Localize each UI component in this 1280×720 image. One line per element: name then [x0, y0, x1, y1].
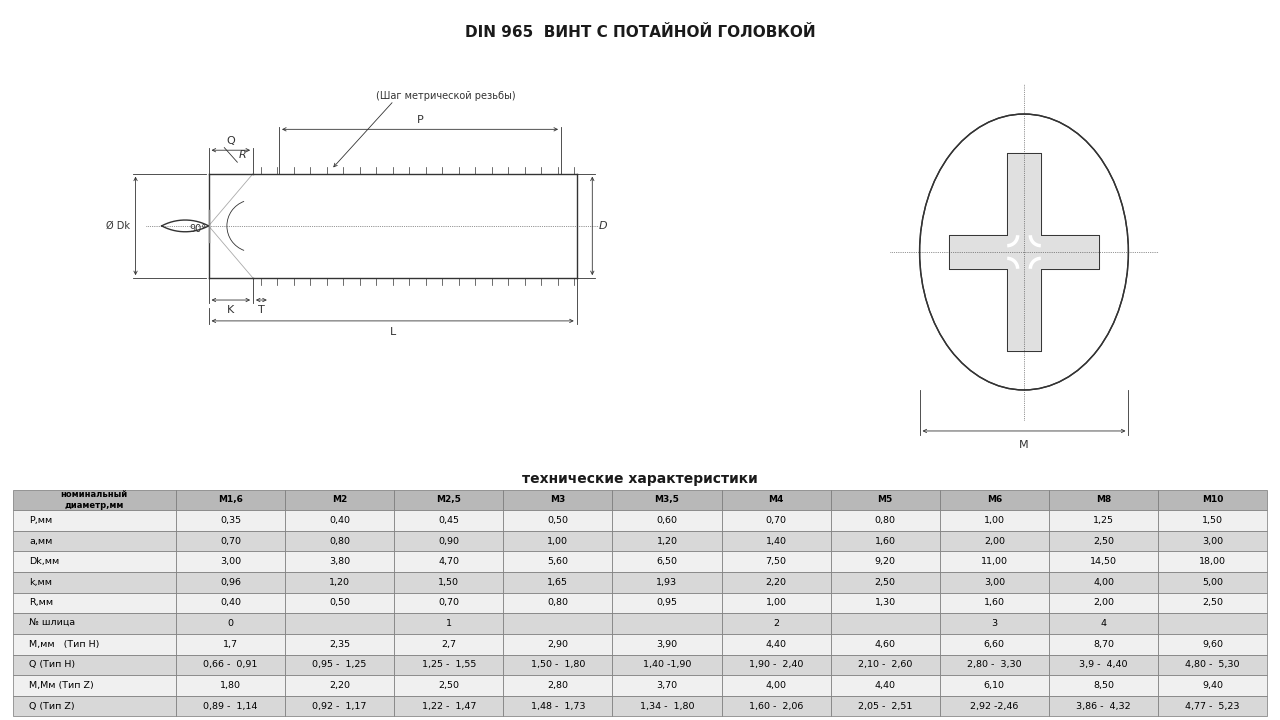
Text: Ø Dk: Ø Dk: [106, 221, 131, 231]
Text: 90°: 90°: [189, 223, 206, 233]
Text: M: M: [1019, 440, 1029, 450]
Text: L: L: [389, 327, 396, 337]
Text: R: R: [239, 150, 247, 160]
Text: D: D: [599, 221, 607, 231]
Polygon shape: [948, 153, 1100, 351]
Text: T: T: [259, 305, 265, 315]
Text: P: P: [417, 115, 424, 125]
Text: Q: Q: [227, 136, 236, 146]
Text: DIN 965  ВИНТ С ПОТАЙНОЙ ГОЛОВКОЙ: DIN 965 ВИНТ С ПОТАЙНОЙ ГОЛОВКОЙ: [465, 25, 815, 40]
Text: (Шаг метрической резьбы): (Шаг метрической резьбы): [376, 91, 516, 101]
Text: K: K: [227, 305, 234, 315]
Text: технические характеристики: технические характеристики: [522, 472, 758, 485]
